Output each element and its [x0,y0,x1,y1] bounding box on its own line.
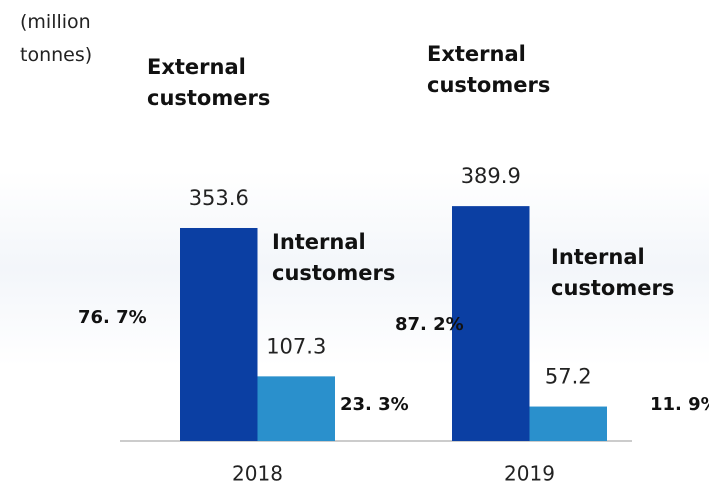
unit-label: (million tonnes) [20,11,93,66]
x-tick-label: 2018 [232,462,283,486]
share-label: 76. 7% [78,307,147,328]
bar [257,376,335,441]
value-label: 107.3 [266,334,326,358]
bar [180,227,258,441]
bar [529,406,607,441]
value-label: 57.2 [545,365,592,389]
share-label: 23. 3% [340,394,409,415]
value-label: 389.9 [461,164,521,188]
share-label: 87. 2% [395,314,464,335]
series-label: Internal customers [551,245,675,300]
series-label: External customers [427,42,551,97]
series-label: External customers [147,55,271,110]
series-label: Internal customers [272,230,396,285]
x-tick-label: 2019 [504,462,555,486]
share-label: 11. 9% [650,394,709,415]
value-label: 353.6 [189,186,249,210]
bar [452,206,530,441]
